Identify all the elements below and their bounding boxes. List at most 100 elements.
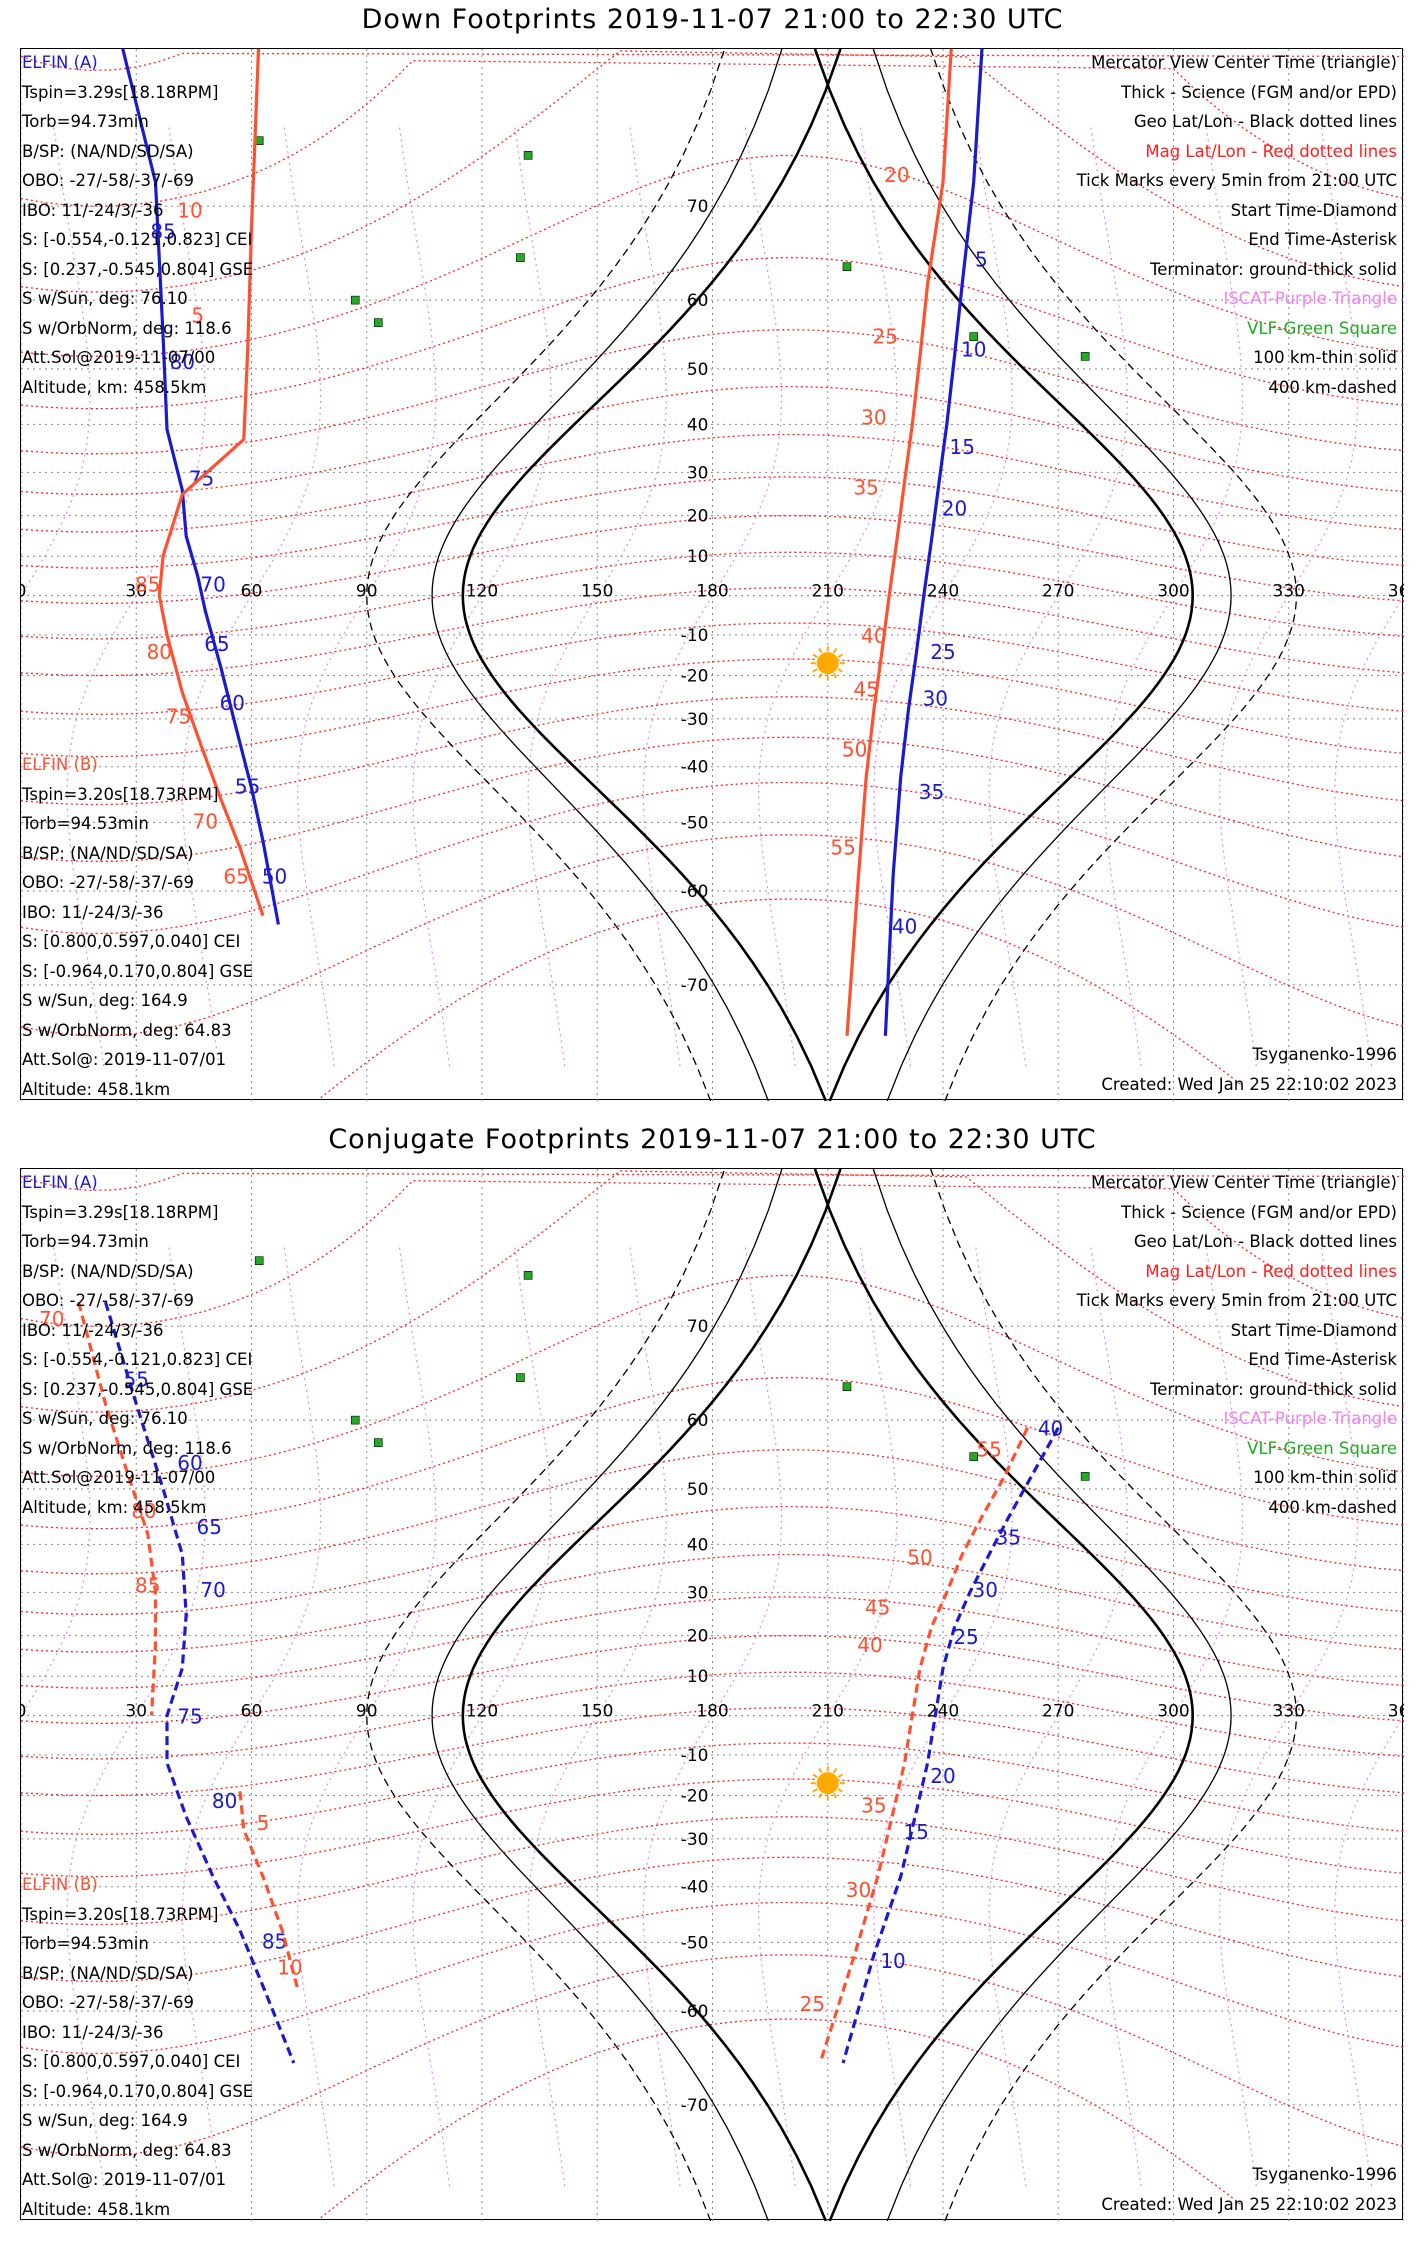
track-time-label: 25 — [953, 1625, 978, 1649]
terminator-line — [872, 1169, 1232, 2221]
track-time-label: 70 — [200, 573, 225, 597]
footer: Tsyganenko-1996 Created: Wed Jan 25 22:1… — [1101, 2160, 1397, 2219]
x-tick-label: 330 — [1273, 582, 1305, 602]
legend-item: ISCAT-Purple Triangle — [1223, 1409, 1397, 1428]
info-line: Altitude, km: 458.5km — [22, 1497, 207, 1517]
legend-item: 100 km-thin solid — [1253, 348, 1397, 367]
x-tick-label: 300 — [1157, 582, 1189, 602]
vlf-site-marker — [969, 332, 979, 341]
footprint-track — [103, 1301, 296, 2064]
info-line: S: [0.800,0.597,0.040] CEI — [22, 932, 241, 951]
mag-gridline — [21, 587, 1404, 677]
x-tick-label: 120 — [466, 1702, 498, 1722]
terminator-line — [366, 49, 726, 1101]
sun-ray — [832, 647, 838, 654]
y-tick-label: -20 — [681, 1787, 709, 1807]
legend-item: Start Time-Diamond — [1230, 200, 1397, 220]
y-tick-label: 20 — [687, 507, 709, 527]
info-line: S w/Sun, deg: 164.9 — [22, 991, 188, 1010]
info-line: OBO: -27/-58/-37/-69 — [22, 1291, 194, 1310]
info-line: B/SP: (NA/ND/SD/SA) — [22, 843, 194, 863]
info-line: S: [-0.554,-0.121,0.823] CEI — [22, 230, 253, 249]
map-plot: 0 30 60 90 120 150 180 210 240 270 300 330 360 70 60 50… — [21, 1169, 1404, 2221]
y-tick-label: -40 — [681, 1878, 709, 1898]
mag-gridline — [21, 60, 1404, 207]
track-time-label: 35 — [919, 780, 944, 804]
sun-ray — [837, 653, 843, 659]
mag-gridline — [21, 1901, 1404, 2055]
x-tick-label: 270 — [1042, 1702, 1074, 1722]
mag-gridline — [21, 257, 1404, 410]
track-time-label: 75 — [166, 704, 191, 728]
track-time-label: 15 — [949, 435, 974, 459]
track-time-label: 85 — [262, 1929, 287, 1953]
sun-ray — [818, 1767, 823, 1774]
y-tick-label: -50 — [681, 1933, 709, 1953]
legend-item: Tick Marks every 5min from 21:00 UTC — [1076, 1291, 1397, 1310]
x-tick-label: 150 — [581, 582, 613, 602]
mag-gridline — [21, 385, 1404, 496]
footprint-track — [77, 1301, 158, 1716]
track-time-label: 80 — [147, 640, 172, 664]
track-time-label: 60 — [220, 691, 245, 715]
footprint-track — [238, 1791, 300, 1989]
vlf-site-marker — [254, 1256, 264, 1265]
elfin-a-info: ELFIN (A) Tspin=3.29s[18.18RPM] Torb=94.… — [22, 1168, 253, 1522]
panel-title: Conjugate Footprints 2019-11-07 21:00 to… — [328, 1124, 1097, 1155]
legend-item: Tick Marks every 5min from 21:00 UTC — [1076, 171, 1397, 190]
x-tick-label: 180 — [696, 1702, 728, 1722]
footprint-track — [883, 49, 984, 1036]
y-tick-label: -10 — [681, 1746, 709, 1766]
legend-item: Mag Lat/Lon - Red dotted lines — [1145, 141, 1397, 161]
elfin-a-label: ELFIN (A) — [22, 1173, 98, 1192]
y-tick-label: 60 — [687, 1411, 709, 1431]
info-line: Altitude: 458.1km — [22, 1079, 171, 1099]
track-time-label: 60 — [177, 1451, 202, 1475]
x-tick-label: 60 — [241, 582, 263, 602]
footprint-track — [845, 49, 953, 1036]
elfin-a-label: ELFIN (A) — [22, 53, 98, 72]
track-time-label: 65 — [197, 1515, 222, 1539]
y-tick-label: 40 — [687, 415, 709, 435]
mag-gridline — [21, 433, 1404, 533]
info-line: S w/OrbNorm, deg: 118.6 — [22, 318, 232, 338]
track-time-label: 35 — [853, 475, 878, 499]
info-line: IBO: 11/-24/3/-36 — [22, 1320, 164, 1340]
info-line: Torb=94.53min — [22, 1934, 149, 1953]
track-time-label: 25 — [930, 640, 955, 664]
legend-item: 400 km-dashed — [1268, 1497, 1397, 1517]
mag-gridline — [21, 1274, 1404, 1477]
track-time-label: 20 — [884, 163, 909, 187]
track-time-label: 55 — [830, 836, 855, 860]
x-tick-label: 0 — [21, 1702, 26, 1722]
y-tick-label: -10 — [681, 626, 709, 646]
y-tick-label: -30 — [681, 710, 709, 730]
track-time-label: 65 — [223, 864, 248, 888]
sun-marker — [816, 652, 839, 675]
info-line: IBO: 11/-24/3/-36 — [22, 902, 164, 922]
sun-marker — [816, 1772, 839, 1795]
x-tick-label: 90 — [356, 1702, 378, 1722]
track-time-label: 45 — [865, 1595, 890, 1619]
mag-gridline — [21, 834, 1404, 1037]
vlf-site-marker — [373, 1438, 383, 1447]
vlf-site-marker — [1080, 352, 1090, 361]
info-line: OBO: -27/-58/-37/-69 — [22, 1993, 194, 2012]
mag-gridline — [21, 329, 1404, 455]
elfin-b-info: ELFIN (B) Tspin=3.20s[18.73RPM] Torb=94.… — [22, 750, 253, 1104]
mag-gridline — [21, 1671, 1404, 1760]
legend-item: Terminator: ground-thick solid — [1149, 1379, 1397, 1399]
legend-item: Geo Lat/Lon - Black dotted lines — [1133, 1232, 1397, 1251]
mag-gridline — [21, 658, 1404, 758]
footprint-track — [841, 1427, 1060, 2064]
sun-ray — [812, 653, 818, 659]
vlf-site-marker — [523, 151, 533, 160]
y-tick-label: 10 — [687, 547, 709, 567]
legend-item: Mercator View Center Time (triangle) — [1091, 53, 1397, 72]
sun-ray — [812, 1773, 818, 1779]
sun-ray — [832, 1793, 838, 1799]
conjugate-footprints-panel: Conjugate Footprints 2019-11-07 21:00 to… — [0, 1120, 1425, 2230]
x-tick-label: 30 — [125, 582, 147, 602]
elfin-a-info: ELFIN (A) Tspin=3.29s[18.18RPM] Torb=94.… — [22, 48, 253, 402]
legend: Mercator View Center Time (triangle) Thi… — [1077, 1168, 1397, 1522]
